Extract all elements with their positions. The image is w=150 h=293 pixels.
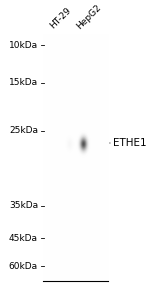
Text: HepG2: HepG2 [75,2,103,30]
Text: ETHE1: ETHE1 [110,138,147,148]
Text: 15kDa: 15kDa [9,78,38,87]
Text: 45kDa: 45kDa [9,234,38,243]
Text: 25kDa: 25kDa [9,127,38,135]
Text: 60kDa: 60kDa [9,262,38,271]
Text: 10kDa: 10kDa [9,41,38,50]
Bar [43,35,108,281]
Text: 35kDa: 35kDa [9,201,38,210]
Text: HT-29: HT-29 [48,6,72,30]
